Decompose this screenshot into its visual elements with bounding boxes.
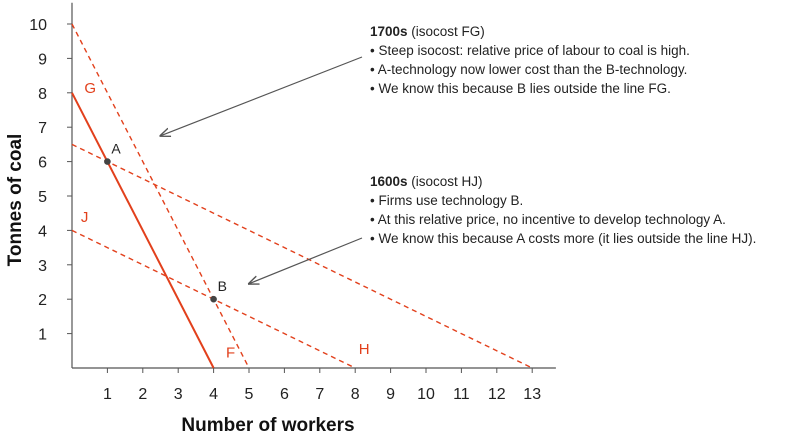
technology-point-label: A xyxy=(111,141,121,157)
annotation-1700s: 1700s (isocost FG) • Steep isocost: rela… xyxy=(370,22,690,98)
annotation-1700s-bullet: • A-technology now lower cost than the B… xyxy=(370,62,688,77)
isocost-line-1 xyxy=(71,92,215,369)
isocost-line-4 xyxy=(71,143,533,369)
annotation-1600s-bullet: • Firms use technology B. xyxy=(370,193,524,208)
annotation-1600s-heading-bold: 1600s xyxy=(370,174,408,189)
isocost-line-2 xyxy=(71,23,250,369)
x-tick-label: 5 xyxy=(245,386,254,403)
x-tick-label: 13 xyxy=(523,386,541,403)
technology-point xyxy=(104,158,111,165)
y-tick-label: 5 xyxy=(38,189,47,206)
y-tick-label: 4 xyxy=(38,223,47,240)
x-tick-label: 11 xyxy=(453,386,470,403)
x-tick-label: 9 xyxy=(386,386,395,403)
x-tick-label: 8 xyxy=(351,386,360,403)
annotation-1600s-bullet: • At this relative price, no incentive t… xyxy=(370,212,726,227)
technology-point-label: B xyxy=(218,278,227,294)
y-tick-label: 10 xyxy=(29,17,47,34)
points-layer: AB xyxy=(104,141,227,303)
isocost-line-label: J xyxy=(81,209,89,226)
annotation-1700s-bullet: • Steep isocost: relative price of labou… xyxy=(370,43,690,58)
x-tick-label: 3 xyxy=(174,386,183,403)
annotation-1600s-bullet: • We know this because A costs more (it … xyxy=(370,231,757,246)
y-tick-label: 1 xyxy=(38,327,47,344)
x-tick-label: 10 xyxy=(417,386,435,403)
x-tick-label: 6 xyxy=(280,386,289,403)
x-tick-label: 1 xyxy=(103,386,112,403)
annotation-1600s: 1600s (isocost HJ) • Firms use technolog… xyxy=(370,172,756,248)
isocost-line-label: F xyxy=(226,345,235,362)
annotation-1700s-heading-bold: 1700s xyxy=(370,24,408,39)
annotation-1700s-bullet: • We know this because B lies outside th… xyxy=(370,81,671,96)
y-tick-label: 8 xyxy=(38,86,47,103)
isocost-line-label: G xyxy=(84,80,96,97)
y-tick-label: 3 xyxy=(38,258,47,275)
y-axis-title: Tonnes of coal xyxy=(5,134,26,267)
y-tick-label: 7 xyxy=(38,120,47,137)
annotation-arrow xyxy=(161,56,363,136)
x-tick-label: 12 xyxy=(488,386,506,403)
x-tick-label: 2 xyxy=(138,386,147,403)
y-tick-label: 6 xyxy=(38,155,47,172)
x-tick-label: 4 xyxy=(209,386,218,403)
annotation-1600s-heading-rest: (isocost HJ) xyxy=(407,174,483,189)
technology-point xyxy=(210,295,217,303)
y-tick-label: 9 xyxy=(38,51,47,68)
x-axis-title: Number of workers xyxy=(181,415,354,434)
x-tick-label: 7 xyxy=(315,386,324,403)
y-tick-label: 2 xyxy=(38,292,47,309)
isocost-line-label: H xyxy=(359,341,370,358)
annotation-1700s-heading-rest: (isocost FG) xyxy=(407,24,485,39)
annotation-arrows xyxy=(161,56,363,284)
annotation-arrow xyxy=(249,237,363,284)
